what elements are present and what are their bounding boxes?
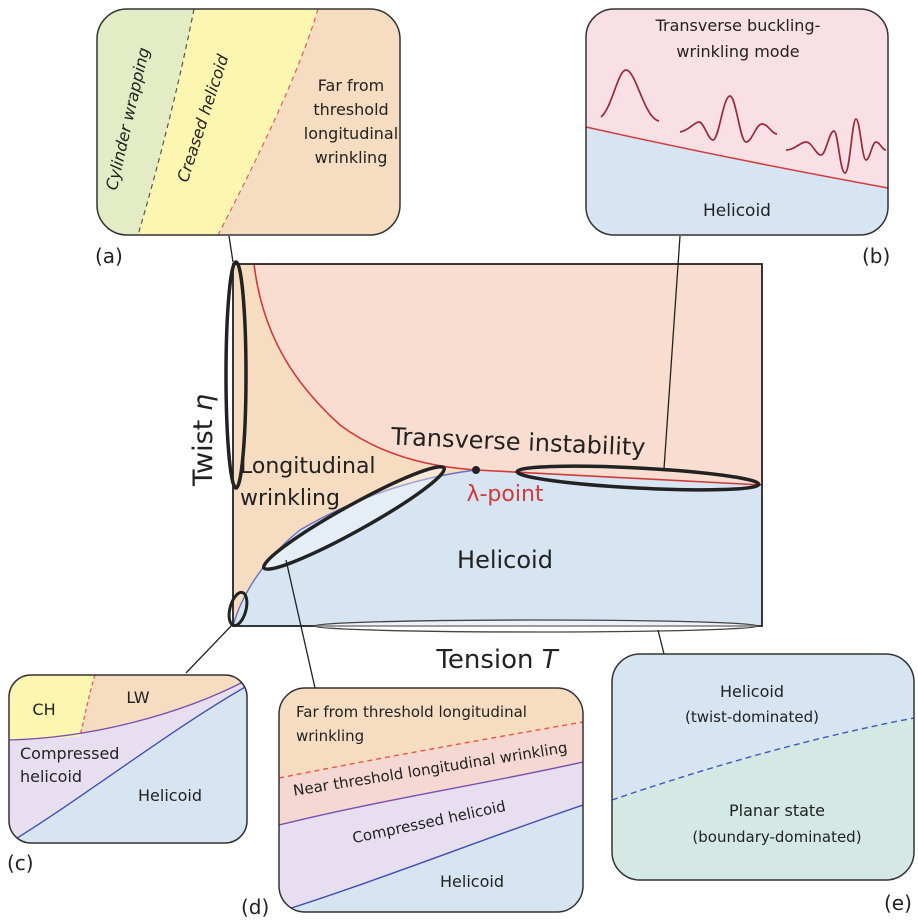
label-helicoid-e-1: Helicoid: [720, 682, 784, 701]
label-far-threshold-2: threshold: [313, 100, 388, 119]
panel-e-tag: (e): [884, 891, 912, 915]
boundary-compressed-helicoid-d: [279, 804, 583, 912]
panel-c-tag: (c): [7, 851, 34, 875]
highlight-ellipse-e: [313, 619, 759, 633]
panel-d: Far from threshold longitudinal wrinklin…: [241, 687, 584, 919]
panel-d-tag: (d): [241, 895, 269, 919]
highlight-ellipse-d: [261, 465, 447, 571]
highlight-ellipse-c: [227, 590, 249, 628]
y-axis-label: Twist η: [188, 394, 219, 487]
x-axis-label: Tension T: [435, 645, 559, 675]
label-far-threshold-d-1: Far from threshold longitudinal: [296, 703, 527, 721]
highlight-ellipse-b: [515, 464, 761, 492]
label-helicoid-c: Helicoid: [138, 786, 202, 805]
label-ch: CH: [32, 700, 55, 719]
boundary-ch-lw: [79, 675, 96, 737]
label-lambda-point: λ-point: [466, 482, 543, 507]
region-planar-state: [612, 718, 914, 880]
label-transverse-mode-1: Transverse buckling-: [655, 16, 821, 35]
label-helicoid-b: Helicoid: [703, 201, 771, 221]
panel-a-tag: (a): [95, 244, 123, 268]
connector-a: [228, 235, 234, 263]
boundary-far-near: [279, 721, 583, 779]
boundary-near-compressed: [279, 761, 583, 826]
label-far-threshold-4: wrinkling: [315, 148, 388, 167]
connector-d: [285, 559, 316, 689]
panel-d-frame: [278, 687, 584, 913]
boundary-compressed-helicoid: [9, 685, 247, 843]
panel-a: Cylinder wrapping Creased helicoid Far f…: [95, 8, 401, 268]
panel-b-tag: (b): [862, 244, 890, 268]
label-compressed-c-2: helicoid: [20, 767, 82, 786]
wrinkle-mode-1: [600, 69, 660, 122]
region-compressed-c: [9, 680, 247, 843]
connector-e: [657, 629, 665, 655]
label-lw: LW: [126, 688, 149, 707]
label-helicoid-e-2: (twist-dominated): [685, 708, 819, 726]
label-compressed-c-1: Compressed: [20, 744, 119, 763]
label-helicoid-d: Helicoid: [440, 872, 504, 891]
region-compressed-d: [279, 762, 583, 912]
boundary-b: [586, 126, 888, 189]
boundary-cylinder-creased: [137, 9, 195, 235]
region-ch-c: [9, 675, 95, 740]
label-far-threshold-3: longitudinal: [304, 124, 398, 143]
region-helicoid-b: [586, 127, 888, 235]
region-cylinder-wrapping: [97, 9, 194, 235]
label-transverse-mode-2: wrinkling mode: [676, 42, 799, 61]
label-helicoid: Helicoid: [457, 546, 553, 574]
label-far-threshold-d-2: wrinkling: [296, 727, 364, 745]
connector-b: [663, 235, 681, 470]
panel-e: Helicoid (twist-dominated) Planar state …: [611, 653, 915, 915]
panel-c-frame: [8, 674, 248, 844]
wrinkle-mode-3: [785, 118, 887, 174]
region-transverse-instability: [254, 264, 762, 485]
wrinkle-mode-2: [679, 95, 778, 143]
label-planar-state-1: Planar state: [729, 801, 825, 820]
panel-b-frame: [585, 8, 889, 236]
panel-c: CH LW Compressed helicoid Helicoid (c): [7, 674, 248, 875]
region-near-threshold-d: [279, 722, 583, 825]
label-longitudinal-wrinkling-1: Longitudinal: [240, 454, 376, 479]
panel-e-frame: [611, 653, 915, 881]
panel-b: Transverse buckling- wrinkling mode Heli…: [585, 8, 890, 268]
region-far-threshold-d: [279, 688, 583, 778]
boundary-creased-far: [217, 9, 319, 235]
highlight-ellipse-a: [224, 260, 248, 490]
label-far-threshold-1: Far from: [318, 76, 384, 95]
label-planar-state-2: (boundary-dominated): [692, 828, 861, 846]
boundary-lw-compressed: [9, 679, 247, 741]
connector-c: [185, 623, 234, 674]
label-longitudinal-wrinkling-2: wrinkling: [240, 486, 340, 511]
panel-a-frame: [96, 8, 401, 236]
lambda-point-marker: [472, 466, 480, 474]
region-helicoid: [233, 470, 762, 626]
